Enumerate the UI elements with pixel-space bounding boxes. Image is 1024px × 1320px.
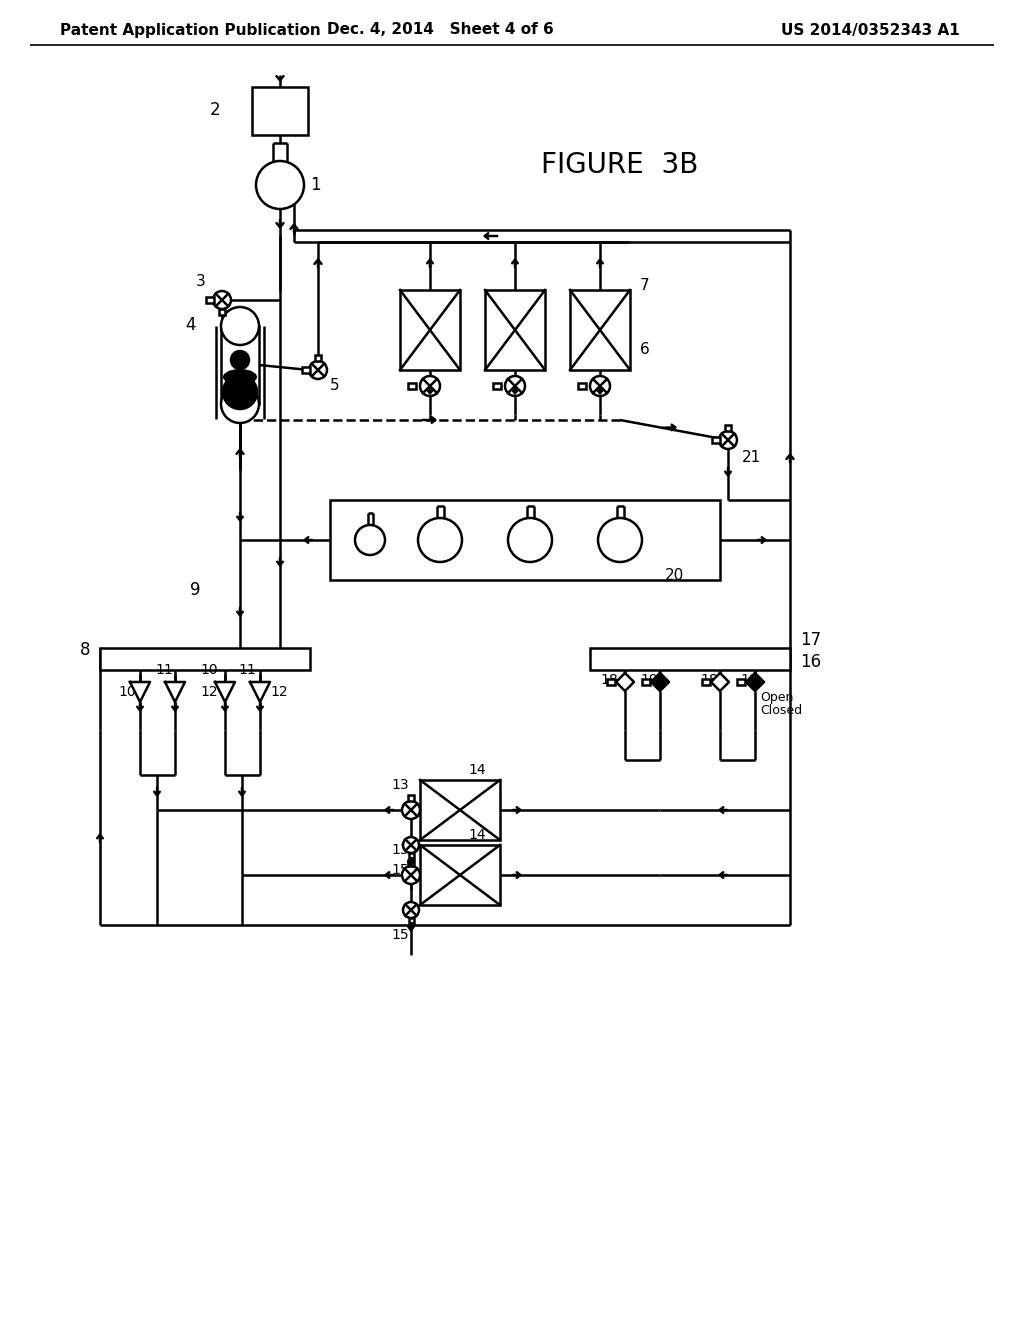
Polygon shape: [215, 682, 234, 702]
Text: 18: 18: [600, 673, 617, 686]
Text: 20: 20: [665, 568, 684, 582]
Text: 7: 7: [640, 277, 649, 293]
Bar: [302, 367, 310, 374]
Bar: [219, 309, 225, 315]
Circle shape: [402, 866, 420, 884]
Bar: [712, 437, 720, 444]
Polygon shape: [250, 682, 270, 702]
Ellipse shape: [223, 370, 257, 385]
Circle shape: [256, 161, 304, 209]
Bar: [408, 795, 414, 801]
Polygon shape: [165, 682, 185, 702]
Polygon shape: [130, 682, 150, 702]
Text: 13: 13: [391, 843, 409, 857]
Bar: [607, 678, 615, 685]
Circle shape: [221, 308, 259, 345]
Circle shape: [231, 351, 249, 370]
Text: 11: 11: [238, 663, 256, 677]
Bar: [590, 648, 790, 671]
Bar: [400, 290, 460, 370]
Bar: [252, 87, 308, 135]
Text: Closed: Closed: [760, 704, 802, 717]
Bar: [409, 853, 414, 858]
Text: FIGURE  3B: FIGURE 3B: [542, 150, 698, 180]
Circle shape: [213, 290, 231, 309]
Text: 19: 19: [740, 673, 758, 686]
Text: 15: 15: [391, 928, 409, 942]
Text: 10: 10: [118, 685, 135, 700]
Circle shape: [221, 385, 259, 422]
Bar: [409, 917, 414, 923]
Circle shape: [402, 801, 420, 818]
Circle shape: [403, 902, 419, 917]
Bar: [315, 355, 321, 360]
Text: 21: 21: [742, 450, 761, 466]
Text: 12: 12: [270, 685, 288, 700]
Text: 1: 1: [310, 176, 321, 194]
Bar: [330, 500, 720, 579]
Polygon shape: [616, 673, 634, 690]
Circle shape: [590, 376, 610, 396]
Bar: [737, 678, 745, 685]
Bar: [570, 290, 630, 370]
Text: Open: Open: [760, 690, 794, 704]
Circle shape: [403, 837, 419, 853]
Circle shape: [420, 376, 440, 396]
Text: 5: 5: [330, 378, 340, 392]
Circle shape: [309, 360, 327, 379]
Text: 4: 4: [185, 315, 196, 334]
Polygon shape: [746, 673, 764, 690]
Text: 14: 14: [468, 763, 485, 777]
Text: 18: 18: [700, 673, 718, 686]
Bar: [642, 678, 650, 685]
Circle shape: [223, 375, 257, 409]
Circle shape: [505, 376, 525, 396]
Text: Patent Application Publication: Patent Application Publication: [60, 22, 321, 37]
Bar: [420, 845, 500, 906]
Text: 11: 11: [155, 663, 173, 677]
Bar: [100, 648, 310, 671]
Text: 2: 2: [210, 102, 220, 119]
Text: 13: 13: [391, 777, 409, 792]
Text: 9: 9: [190, 581, 201, 599]
Circle shape: [598, 517, 642, 562]
Text: 10: 10: [200, 663, 218, 677]
Bar: [725, 425, 731, 432]
Circle shape: [719, 432, 737, 449]
Bar: [221, 326, 259, 404]
Bar: [702, 678, 710, 685]
Polygon shape: [651, 673, 669, 690]
Text: 6: 6: [640, 342, 650, 358]
Polygon shape: [711, 673, 729, 690]
Text: Dec. 4, 2014   Sheet 4 of 6: Dec. 4, 2014 Sheet 4 of 6: [327, 22, 553, 37]
Text: 17: 17: [800, 631, 821, 649]
Circle shape: [355, 525, 385, 554]
Text: 3: 3: [196, 275, 206, 289]
Text: 16: 16: [800, 653, 821, 671]
Text: 19: 19: [640, 673, 657, 686]
Bar: [206, 297, 214, 304]
Text: 12: 12: [200, 685, 218, 700]
Bar: [493, 383, 501, 389]
Bar: [408, 861, 414, 866]
Circle shape: [508, 517, 552, 562]
Bar: [578, 383, 586, 389]
Text: 8: 8: [80, 642, 90, 659]
Bar: [485, 290, 545, 370]
Bar: [420, 780, 500, 840]
Bar: [408, 383, 416, 389]
Text: US 2014/0352343 A1: US 2014/0352343 A1: [781, 22, 961, 37]
Circle shape: [418, 517, 462, 562]
Text: 14: 14: [468, 828, 485, 842]
Text: 15: 15: [391, 863, 409, 876]
